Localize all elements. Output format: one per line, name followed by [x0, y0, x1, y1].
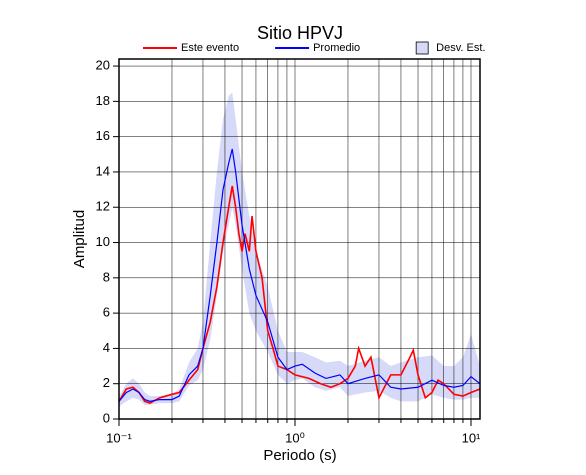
legend-swatch — [415, 41, 429, 55]
y-tick-label: 0 — [103, 410, 110, 425]
x-tick-label: 10¹ — [462, 430, 481, 445]
y-tick-label: 10 — [96, 234, 110, 249]
legend-label: Promedio — [313, 42, 360, 54]
series-line — [118, 185, 481, 404]
legend-label: Este evento — [181, 42, 239, 54]
y-axis-label: Amplitud — [71, 210, 88, 268]
x-tick-label: 10⁰ — [285, 430, 305, 445]
y-tick-label: 2 — [103, 375, 110, 390]
y-tick-label: 4 — [103, 340, 110, 355]
y-tick-label: 14 — [96, 163, 110, 178]
x-tick-label: 10⁻¹ — [106, 430, 132, 445]
legend-label: Desv. Est. — [436, 42, 485, 54]
chart-title: Sitio HPVJ — [257, 23, 343, 43]
std-band — [119, 92, 480, 407]
y-tick-label: 12 — [96, 199, 110, 214]
y-tick-label: 18 — [96, 93, 110, 108]
series-line — [118, 148, 481, 402]
y-tick-label: 16 — [96, 128, 110, 143]
plot-frame — [118, 58, 481, 420]
x-axis-label: Periodo (s) — [263, 447, 336, 464]
y-tick-label: 8 — [103, 269, 110, 284]
y-tick-label: 6 — [103, 305, 110, 320]
y-tick-label: 20 — [96, 57, 110, 72]
